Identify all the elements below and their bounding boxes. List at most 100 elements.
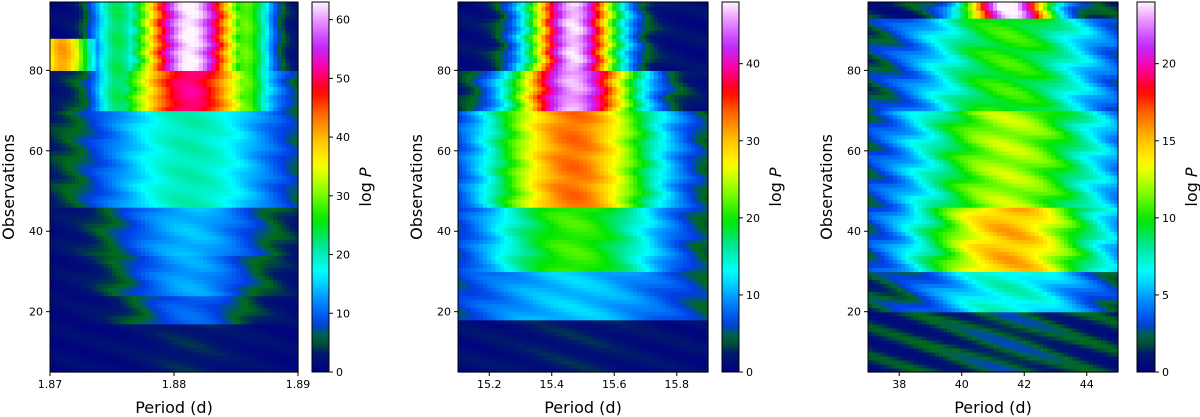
heatmap-cell bbox=[231, 323, 237, 329]
heatmap-cell bbox=[215, 126, 221, 132]
heatmap-cell bbox=[58, 347, 63, 353]
heatmap-cell bbox=[289, 182, 295, 188]
heatmap-cell bbox=[161, 199, 167, 204]
heatmap-cell bbox=[289, 267, 295, 273]
heatmap-cell bbox=[116, 90, 121, 96]
heatmap-cell bbox=[91, 219, 97, 224]
heatmap-cell bbox=[190, 74, 196, 80]
heatmap-cell bbox=[202, 98, 208, 104]
heatmap-cell bbox=[157, 263, 163, 269]
heatmap-cell bbox=[186, 170, 192, 176]
heatmap-cell bbox=[240, 327, 245, 333]
heatmap-cell bbox=[83, 287, 88, 293]
heatmap-cell bbox=[293, 82, 299, 88]
heatmap-cell bbox=[174, 142, 179, 148]
heatmap-cell bbox=[99, 259, 105, 265]
heatmap-cell bbox=[252, 235, 258, 240]
heatmap-cell bbox=[256, 347, 262, 353]
heatmap-cell bbox=[264, 90, 270, 96]
heatmap-cell bbox=[153, 283, 159, 289]
heatmap-cell bbox=[58, 195, 63, 200]
heatmap-cell bbox=[132, 303, 138, 309]
heatmap-cell bbox=[149, 98, 154, 104]
heatmap-cell bbox=[124, 311, 130, 317]
heatmap-cell bbox=[198, 130, 204, 136]
heatmap-cell bbox=[190, 307, 196, 313]
heatmap-cell bbox=[91, 243, 97, 248]
heatmap-cell bbox=[128, 299, 134, 305]
heatmap-cell bbox=[116, 239, 121, 244]
heatmap-cell bbox=[157, 187, 163, 192]
heatmap-cell bbox=[281, 98, 287, 104]
heatmap-cell bbox=[116, 74, 121, 80]
heatmap-cell bbox=[169, 138, 175, 144]
heatmap-cell bbox=[169, 267, 175, 273]
heatmap-cell bbox=[91, 102, 97, 108]
heatmap-cell bbox=[194, 339, 200, 345]
heatmap-cell bbox=[91, 207, 97, 212]
heatmap-cell bbox=[149, 70, 154, 75]
heatmap-cell bbox=[269, 347, 274, 353]
heatmap-cell bbox=[95, 351, 101, 357]
heatmap-cell bbox=[198, 187, 204, 192]
heatmap-cell bbox=[281, 126, 287, 132]
heatmap-cell bbox=[116, 207, 121, 212]
heatmap-cell bbox=[74, 367, 80, 373]
heatmap-cell bbox=[260, 86, 266, 92]
heatmap-cell bbox=[50, 231, 55, 236]
heatmap-cell bbox=[116, 70, 121, 75]
heatmap-cell bbox=[62, 182, 68, 188]
heatmap-cell bbox=[207, 158, 212, 164]
heatmap-cell bbox=[178, 38, 183, 43]
heatmap-cell bbox=[202, 166, 208, 172]
heatmap-cell bbox=[178, 62, 183, 67]
heatmap-cell bbox=[269, 199, 274, 204]
heatmap-cell bbox=[260, 174, 266, 180]
heatmap-cell bbox=[252, 327, 258, 333]
heatmap-cell bbox=[190, 239, 196, 244]
heatmap-cell bbox=[256, 86, 262, 92]
heatmap-cell bbox=[260, 319, 266, 325]
heatmap-cell bbox=[240, 54, 245, 59]
heatmap-cell bbox=[50, 126, 55, 132]
heatmap-cell bbox=[182, 255, 187, 260]
heatmap-cell bbox=[107, 74, 113, 80]
heatmap-cell bbox=[145, 271, 150, 277]
heatmap-cell bbox=[178, 187, 183, 192]
heatmap-cell bbox=[273, 307, 278, 313]
heatmap-cell bbox=[190, 215, 196, 220]
heatmap-cell bbox=[269, 255, 274, 260]
heatmap-cell bbox=[145, 102, 150, 108]
heatmap-cell bbox=[260, 223, 266, 228]
heatmap-cell bbox=[128, 42, 134, 47]
heatmap-cell bbox=[223, 114, 229, 120]
heatmap-cell bbox=[219, 106, 225, 112]
heatmap-cell bbox=[289, 46, 295, 51]
heatmap-cell bbox=[116, 126, 121, 132]
heatmap-cell bbox=[128, 243, 134, 248]
heatmap-cell bbox=[207, 263, 212, 269]
heatmap-cell bbox=[277, 271, 283, 277]
heatmap-cell bbox=[256, 90, 262, 96]
heatmap-cell bbox=[91, 339, 97, 345]
heatmap-cell bbox=[207, 195, 212, 200]
heatmap-cell bbox=[289, 110, 295, 116]
heatmap-cell bbox=[285, 315, 291, 321]
heatmap-cell bbox=[186, 106, 192, 112]
heatmap-cell bbox=[269, 174, 274, 180]
heatmap-cell bbox=[103, 355, 109, 361]
heatmap-cell bbox=[178, 199, 183, 204]
heatmap-cell bbox=[157, 170, 163, 176]
heatmap-cell bbox=[112, 243, 117, 248]
heatmap-cell bbox=[244, 174, 249, 180]
heatmap-cell bbox=[219, 118, 225, 124]
heatmap-cell bbox=[136, 231, 142, 236]
heatmap-cell bbox=[87, 86, 92, 92]
heatmap-cell bbox=[207, 287, 212, 293]
heatmap-cell bbox=[83, 158, 88, 164]
heatmap-cell bbox=[215, 335, 221, 341]
heatmap-cell bbox=[54, 42, 59, 47]
heatmap-cell bbox=[50, 90, 55, 96]
heatmap-cell bbox=[116, 174, 121, 180]
heatmap-cell bbox=[289, 146, 295, 152]
